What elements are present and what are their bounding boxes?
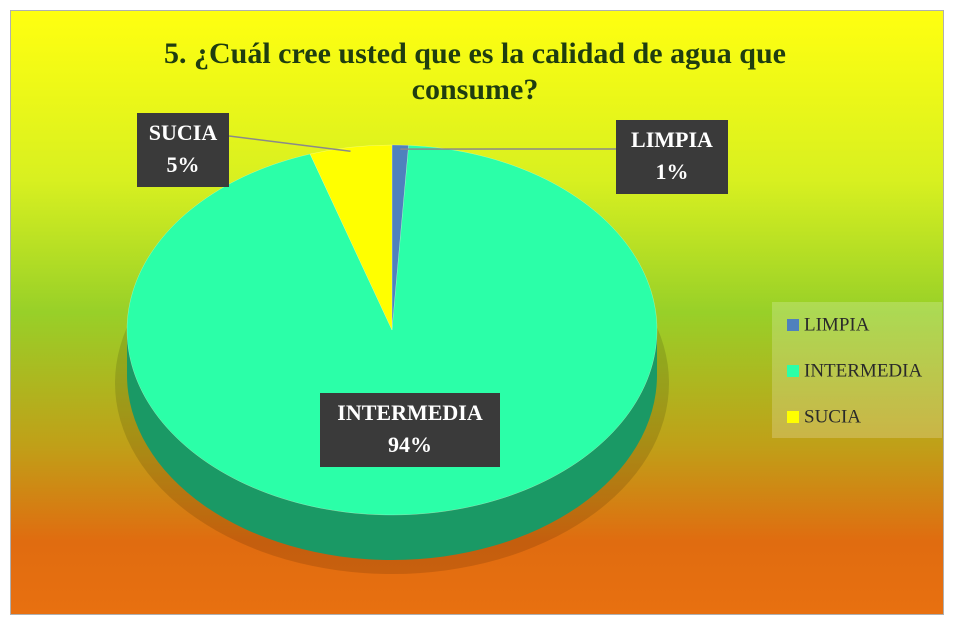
data-label-box <box>137 113 229 187</box>
data-label-value: 94% <box>388 432 432 457</box>
legend-label: LIMPIA <box>804 314 870 335</box>
legend-box <box>772 302 942 438</box>
legend-label: INTERMEDIA <box>804 360 922 381</box>
pie-slice <box>391 144 409 331</box>
legend-swatch <box>787 365 799 377</box>
legend-swatch <box>787 411 799 423</box>
data-label-value: 1% <box>656 159 689 184</box>
pie-side <box>127 330 657 560</box>
legend-label: SUCIA <box>804 406 861 427</box>
data-label-category: SUCIA <box>149 120 218 145</box>
chart-title: 5. ¿Cuál cree usted que es la calidad de… <box>164 37 786 106</box>
pie-slice <box>309 144 393 331</box>
leader-line <box>228 135 351 153</box>
data-label-box <box>320 393 500 467</box>
data-label-value: 5% <box>167 152 200 177</box>
data-label-category: INTERMEDIA <box>337 400 483 425</box>
pie-slice <box>126 145 658 516</box>
data-label-category: LIMPIA <box>631 127 713 152</box>
legend-swatch <box>787 319 799 331</box>
data-label-box <box>616 120 728 194</box>
